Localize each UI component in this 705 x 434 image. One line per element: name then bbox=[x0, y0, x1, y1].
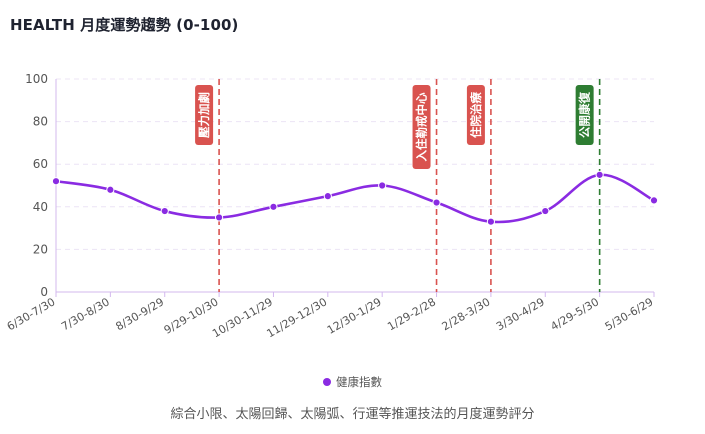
svg-text:住院治療: 住院治療 bbox=[469, 92, 483, 138]
annotation-label: 壓力加劇 bbox=[195, 85, 214, 145]
x-tick-label: 8/30-9/29 bbox=[114, 295, 167, 333]
x-tick-label: 10/30-11/29 bbox=[210, 295, 275, 340]
chart-caption: 綜合小限、太陽回歸、太陽弧、行運等推運技法的月度運勢評分 bbox=[170, 407, 535, 422]
legend[interactable]: 健康指數 bbox=[0, 374, 705, 390]
data-point[interactable] bbox=[378, 181, 387, 190]
legend-dot-icon bbox=[323, 377, 331, 386]
x-tick-label: 1/29-2/28 bbox=[385, 295, 438, 333]
data-point[interactable] bbox=[160, 206, 169, 216]
y-tick-label: 40 bbox=[33, 200, 48, 214]
data-point[interactable] bbox=[323, 192, 332, 201]
y-tick-label: 100 bbox=[25, 72, 48, 86]
x-tick-label: 3/30-4/29 bbox=[494, 295, 547, 333]
data-point[interactable] bbox=[51, 177, 61, 186]
y-tick-label: 20 bbox=[33, 242, 48, 256]
annotation-label: 公開康復 bbox=[575, 85, 594, 145]
y-tick-label: 0 bbox=[40, 285, 48, 299]
x-tick-label: 7/30-8/30 bbox=[59, 295, 112, 333]
data-point[interactable] bbox=[486, 217, 496, 226]
svg-text:公開康復: 公開康復 bbox=[578, 92, 592, 138]
chart-title: HEALTH 月度運勢趨勢 (0-100) bbox=[10, 16, 239, 34]
x-tick-label: 11/29-12/30 bbox=[264, 295, 329, 340]
data-point[interactable] bbox=[541, 206, 550, 216]
data-point[interactable] bbox=[432, 198, 441, 207]
x-tick-label: 6/30-7/30 bbox=[5, 295, 58, 333]
svg-text:入住勒戒中心: 入住勒戒中心 bbox=[415, 92, 429, 161]
data-point[interactable] bbox=[269, 202, 278, 211]
data-point[interactable] bbox=[649, 196, 659, 205]
x-tick-label: 4/29-5/30 bbox=[548, 295, 601, 333]
svg-text:壓力加劇: 壓力加劇 bbox=[197, 92, 211, 138]
data-point[interactable] bbox=[595, 170, 604, 179]
y-tick-label: 60 bbox=[33, 157, 48, 171]
y-tick-label: 80 bbox=[33, 115, 48, 129]
data-point[interactable] bbox=[106, 185, 115, 194]
annotation-label: 入住勒戒中心 bbox=[412, 85, 431, 169]
x-tick-label: 2/28-3/30 bbox=[440, 295, 493, 333]
series-line bbox=[55, 173, 655, 224]
data-point[interactable] bbox=[214, 213, 224, 222]
legend-label: 健康指數 bbox=[336, 375, 382, 389]
x-tick-label: 5/30-6/29 bbox=[603, 295, 656, 333]
x-tick-label: 12/30-1/29 bbox=[325, 295, 384, 336]
annotation-label: 住院治療 bbox=[466, 85, 485, 145]
